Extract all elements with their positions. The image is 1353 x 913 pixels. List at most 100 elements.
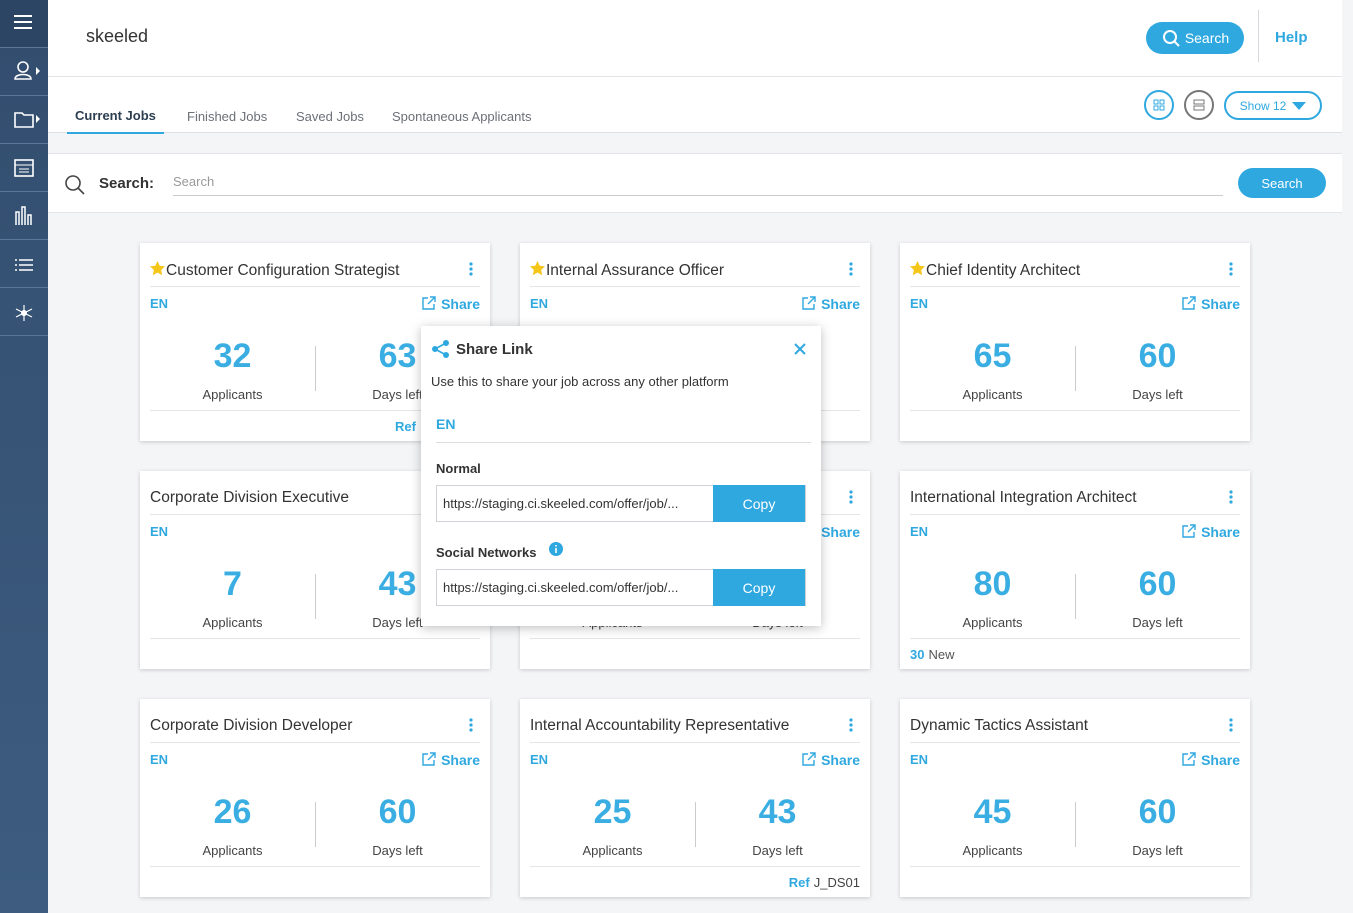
divider [910,286,1240,287]
tab[interactable]: Finished Jobs [187,109,268,124]
applicants-count: 25 [593,793,632,831]
divider [150,638,480,639]
job-title[interactable]: Dynamic Tactics Assistant [910,717,1088,735]
menu-dots[interactable] [1228,261,1234,282]
folder-icon[interactable] [0,96,48,144]
days-label: Days left [1132,615,1183,630]
menu-dots[interactable] [848,489,854,510]
job-title[interactable]: Corporate Division Developer [150,717,352,735]
share-text: Share [441,752,480,768]
menu-dots[interactable] [848,717,854,738]
copy-button[interactable]: Copy [713,485,805,522]
normal-label: Normal [436,461,481,476]
search-submit[interactable]: Search [1238,168,1326,198]
new-applicants: 30 New [910,647,954,662]
show-text: Show 12 [1239,98,1287,113]
modal-description: Use this to share your job across any ot… [431,374,729,389]
divider [910,514,1240,515]
search-button[interactable]: Search [1146,22,1244,54]
job-lang: EN [530,296,549,311]
divider [530,866,860,867]
stat-divider [1075,802,1076,847]
info-icon[interactable] [549,542,563,556]
divider [1258,10,1259,62]
job-title[interactable]: Corporate Division Executive [150,489,349,507]
divider [150,514,480,515]
job-ref: Ref [395,419,420,434]
menu-dots[interactable] [468,261,474,282]
close-button[interactable] [794,343,806,355]
search-bar: Search: Search Search [48,153,1342,213]
divider [910,742,1240,743]
days-count: 60 [378,793,417,831]
search-input[interactable]: Search [173,168,1223,196]
job-title-text: Internal Accountability Representative [530,717,790,734]
menu-dots[interactable] [1228,489,1234,510]
tab[interactable]: Saved Jobs [296,109,364,124]
share-text: Share [1201,752,1240,768]
stat-divider [315,574,316,619]
share-text: Share [1201,296,1240,312]
tab[interactable]: Current Jobs [67,108,164,134]
job-ref: Ref J_DS01 [789,875,860,890]
share-link[interactable]: Share [802,296,860,312]
normal-url-field[interactable]: https://staging.ci.skeeled.com/offer/job… [436,485,806,522]
new-label: New [928,647,955,662]
applicants-label: Applicants [582,843,643,858]
days-count: 60 [1138,337,1177,375]
social-label: Social Networks [436,545,537,560]
share-link[interactable]: Share [1182,524,1240,540]
days-label: Days left [372,387,423,402]
network-icon[interactable] [0,288,48,336]
days-label: Days left [1132,843,1183,858]
ref-value: J_DS01 [813,875,860,890]
share-link[interactable]: Share [1182,752,1240,768]
share-text: Share [821,524,860,540]
stat-divider [315,346,316,391]
menu-button[interactable] [0,0,48,48]
show-dropdown[interactable]: Show 12 [1224,91,1322,120]
job-lang: EN [910,524,929,539]
days-count: 63 [378,337,417,375]
stats-icon[interactable] [0,192,48,240]
job-title[interactable]: International Integration Architect [910,489,1137,507]
share-link[interactable]: Share [422,752,480,768]
grid-view-button[interactable] [1144,90,1174,120]
share-link[interactable]: Share [1182,296,1240,312]
share-link[interactable]: Share [422,296,480,312]
job-lang: EN [910,296,929,311]
help-link[interactable]: Help [1275,29,1308,46]
calendar-icon[interactable] [0,144,48,192]
job-title-text: International Integration Architect [910,489,1137,506]
social-url-field[interactable]: https://staging.ci.skeeled.com/offer/job… [436,569,806,606]
social-url: https://staging.ci.skeeled.com/offer/job… [443,580,679,595]
stat-divider [695,802,696,847]
applicants-label: Applicants [962,615,1023,630]
copy-button[interactable]: Copy [713,569,805,606]
menu-dots[interactable] [848,261,854,282]
menu-dots[interactable] [468,717,474,738]
days-label: Days left [752,843,803,858]
share-link[interactable]: Share [802,752,860,768]
share-text: Share [441,296,480,312]
job-lang: EN [150,296,169,311]
job-title[interactable]: Internal Assurance Officer [530,261,724,280]
job-title[interactable]: Internal Accountability Representative [530,717,789,735]
tab[interactable]: Spontaneous Applicants [392,109,532,124]
stat-divider [315,802,316,847]
share-text: Share [1201,524,1240,540]
job-card: Internal Accountability Representative EN… [520,699,870,897]
job-title[interactable]: Chief Identity Architect [910,261,1080,280]
profile-icon[interactable] [0,48,48,96]
divider [530,638,860,639]
list-view-button[interactable] [1184,90,1214,120]
divider [530,286,860,287]
ref-label: Ref [395,419,416,434]
days-count: 43 [758,793,797,831]
job-title[interactable]: Customer Configuration Strategist [150,261,399,280]
list-icon[interactable] [0,240,48,288]
menu-dots[interactable] [1228,717,1234,738]
job-lang: EN [530,752,549,767]
divider [530,742,860,743]
